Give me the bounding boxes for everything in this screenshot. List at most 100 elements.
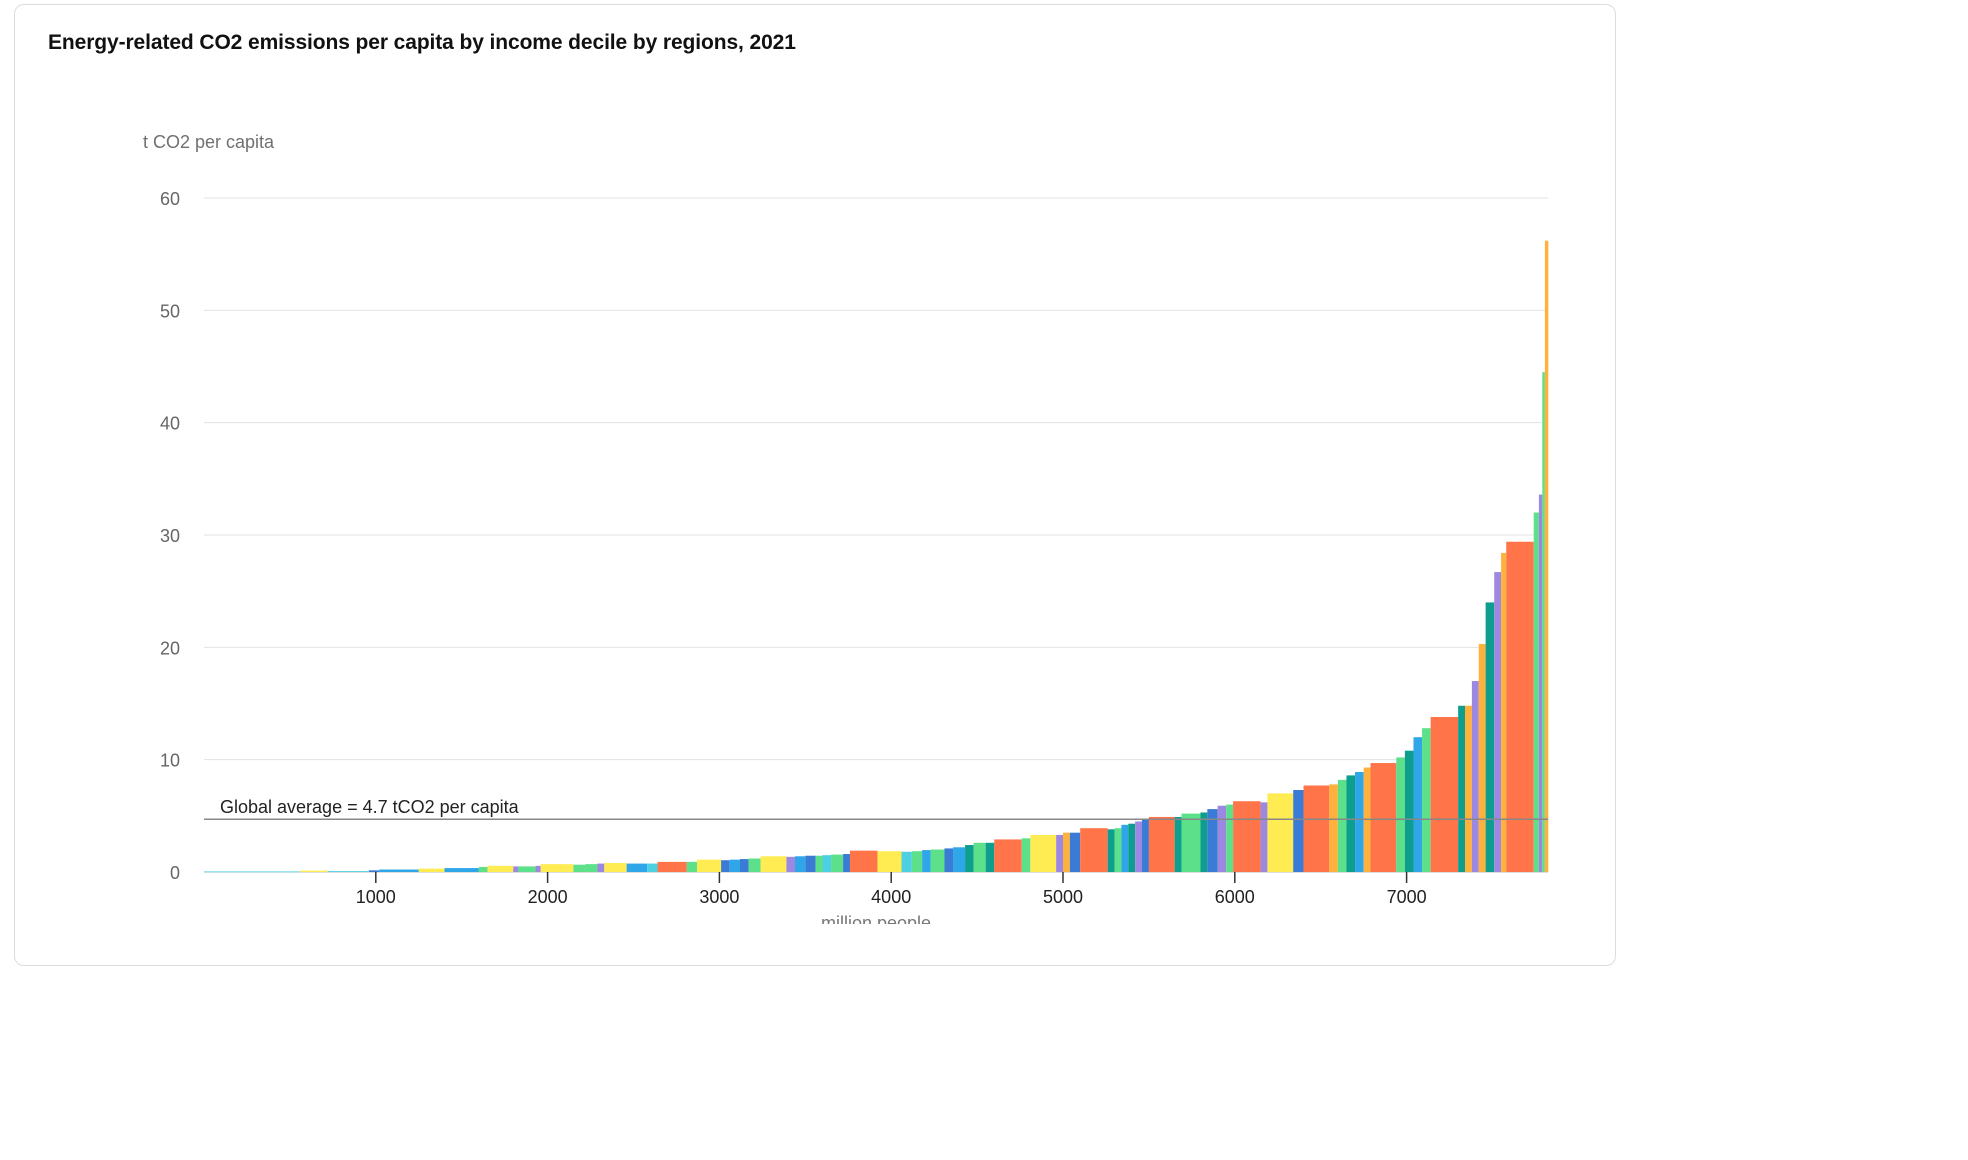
bar[interactable] xyxy=(1430,716,1459,872)
bar[interactable] xyxy=(487,865,514,872)
bar[interactable] xyxy=(1465,705,1472,872)
bar[interactable] xyxy=(1226,804,1234,872)
bar[interactable] xyxy=(1293,789,1304,872)
bar[interactable] xyxy=(740,859,749,872)
y-tick-label: 40 xyxy=(160,414,180,434)
bar[interactable] xyxy=(697,859,722,872)
x-tick-label: 7000 xyxy=(1387,887,1427,907)
bar[interactable] xyxy=(1396,757,1405,872)
bar[interactable] xyxy=(1494,572,1502,872)
bar[interactable] xyxy=(657,861,687,872)
bar[interactable] xyxy=(1370,763,1397,872)
bar[interactable] xyxy=(911,851,923,872)
bar[interactable] xyxy=(1506,541,1534,872)
bar[interactable] xyxy=(1303,785,1330,872)
bar[interactable] xyxy=(597,863,605,872)
bar[interactable] xyxy=(647,863,658,872)
bar[interactable] xyxy=(535,865,541,872)
bar[interactable] xyxy=(604,863,627,872)
bar[interactable] xyxy=(794,856,806,872)
bar[interactable] xyxy=(748,858,761,872)
bar[interactable] xyxy=(418,868,445,872)
bar[interactable] xyxy=(1471,681,1479,872)
bar[interactable] xyxy=(327,871,369,872)
bar[interactable] xyxy=(573,864,586,872)
bar[interactable] xyxy=(1413,737,1423,872)
bar[interactable] xyxy=(1128,823,1136,872)
bar[interactable] xyxy=(1200,812,1208,872)
bar[interactable] xyxy=(1021,838,1031,872)
bar[interactable] xyxy=(973,842,986,872)
bar[interactable] xyxy=(849,850,878,872)
bar[interactable] xyxy=(760,856,787,872)
bar[interactable] xyxy=(585,864,598,872)
bar[interactable] xyxy=(368,870,380,872)
bar[interactable] xyxy=(444,868,479,872)
bar[interactable] xyxy=(540,864,574,872)
x-tick-label: 5000 xyxy=(1043,887,1083,907)
bar[interactable] xyxy=(815,855,823,872)
bar[interactable] xyxy=(729,859,741,872)
bar[interactable] xyxy=(1121,824,1129,872)
bar[interactable] xyxy=(686,861,698,872)
bar[interactable] xyxy=(1404,750,1414,872)
bar[interactable] xyxy=(1207,809,1218,872)
bar[interactable] xyxy=(379,869,419,872)
y-tick-label: 0 xyxy=(170,863,180,883)
bar[interactable] xyxy=(1030,834,1057,872)
bar[interactable] xyxy=(1542,372,1545,872)
bar[interactable] xyxy=(1063,832,1070,872)
bar[interactable] xyxy=(944,848,954,872)
global-average: Global average = 4.7 tCO2 per capita xyxy=(204,797,1548,820)
bar[interactable] xyxy=(1080,828,1108,872)
bar[interactable] xyxy=(1233,801,1261,872)
bar[interactable] xyxy=(1337,779,1347,872)
bar[interactable] xyxy=(513,866,519,872)
bar[interactable] xyxy=(1422,728,1431,872)
bar[interactable] xyxy=(1142,819,1149,872)
bar[interactable] xyxy=(1485,602,1495,872)
bar[interactable] xyxy=(1355,772,1364,872)
bar[interactable] xyxy=(721,860,730,872)
bar[interactable] xyxy=(922,850,931,872)
bar[interactable] xyxy=(478,866,488,872)
bar[interactable] xyxy=(204,871,301,873)
bar[interactable] xyxy=(985,842,995,872)
bar[interactable] xyxy=(1148,816,1175,872)
bar[interactable] xyxy=(1107,829,1115,872)
bar[interactable] xyxy=(626,863,648,872)
bar[interactable] xyxy=(1267,793,1294,872)
bar[interactable] xyxy=(877,851,902,872)
bar[interactable] xyxy=(1174,816,1182,872)
bar[interactable] xyxy=(300,870,328,872)
bar[interactable] xyxy=(1056,834,1063,872)
bar[interactable] xyxy=(1217,805,1227,872)
bar[interactable] xyxy=(805,855,816,872)
bar[interactable] xyxy=(786,856,795,872)
bar[interactable] xyxy=(1114,828,1122,872)
bar[interactable] xyxy=(1135,821,1143,872)
bar[interactable] xyxy=(994,839,1022,872)
bar[interactable] xyxy=(953,847,966,872)
chart-title: Energy-related CO2 emissions per capita … xyxy=(48,31,796,54)
bar[interactable] xyxy=(1181,813,1201,872)
bar[interactable] xyxy=(1538,494,1543,872)
bar[interactable] xyxy=(1346,775,1356,872)
bar[interactable] xyxy=(1501,552,1507,872)
bar[interactable] xyxy=(1544,240,1549,873)
bar[interactable] xyxy=(1329,784,1338,872)
x-tick-label: 1000 xyxy=(356,887,396,907)
bar[interactable] xyxy=(1260,802,1268,872)
bar[interactable] xyxy=(930,849,945,872)
bar[interactable] xyxy=(1478,643,1486,872)
bar[interactable] xyxy=(822,855,832,872)
y-tick-label: 50 xyxy=(160,301,180,321)
bar[interactable] xyxy=(831,854,844,872)
bar[interactable] xyxy=(965,845,974,872)
bar[interactable] xyxy=(1458,705,1466,872)
bar[interactable] xyxy=(1069,832,1081,872)
bar[interactable] xyxy=(518,866,536,872)
bar[interactable] xyxy=(901,851,912,872)
bar[interactable] xyxy=(1533,512,1539,872)
bar[interactable] xyxy=(843,854,850,872)
